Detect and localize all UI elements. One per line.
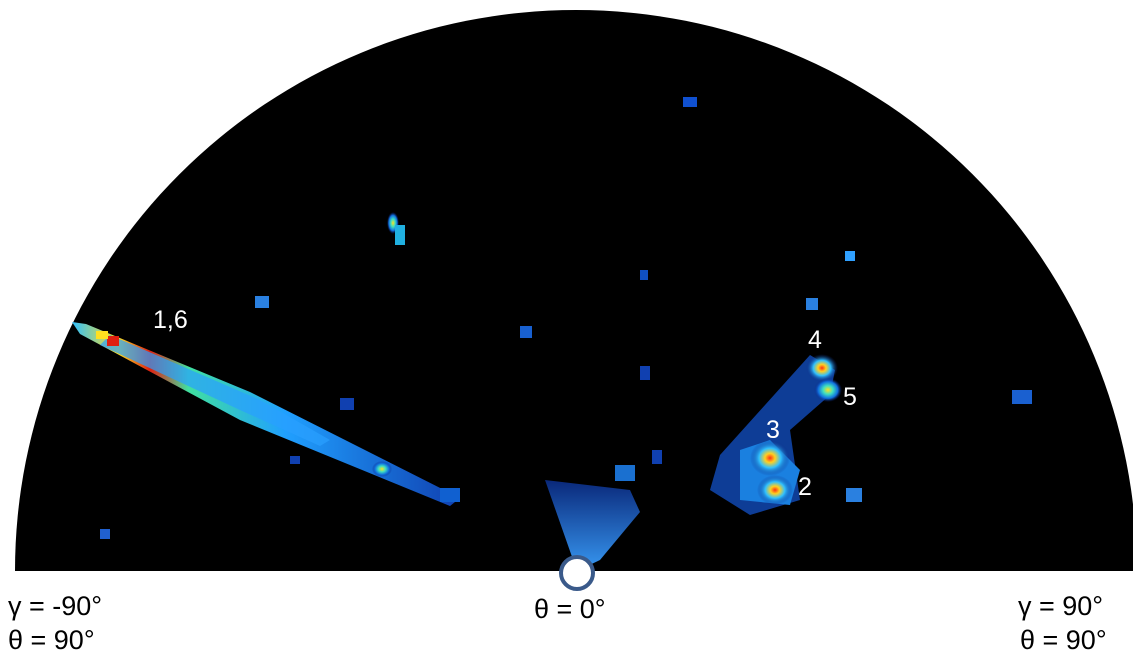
streak-1-6 <box>72 322 460 506</box>
origin-marker <box>559 555 595 591</box>
center-theta-label: θ = 0° <box>534 594 606 624</box>
left-gamma-label: γ = -90° <box>8 591 103 621</box>
peak-label-4: 4 <box>808 326 822 354</box>
scatter-blobs <box>100 97 1032 539</box>
right-gamma-label: γ = 90° <box>1018 591 1104 621</box>
origin-fan <box>545 480 640 571</box>
left-theta-label: θ = 90° <box>8 625 95 655</box>
peak-label-3: 3 <box>766 416 780 444</box>
peak-label-2: 2 <box>798 473 812 501</box>
right-theta-label: θ = 90° <box>1020 625 1107 655</box>
peak-label-1-6: 1,6 <box>153 306 188 334</box>
peak-label-5: 5 <box>843 383 857 411</box>
streak-right-cluster <box>710 354 842 515</box>
